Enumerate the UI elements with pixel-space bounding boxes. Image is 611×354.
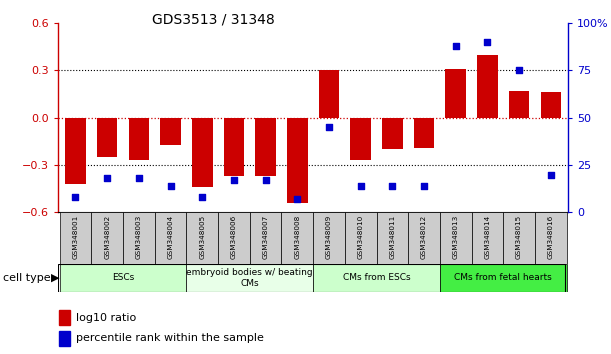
Bar bbox=[509, 91, 529, 118]
Bar bbox=[128, 118, 149, 160]
Text: GSM348003: GSM348003 bbox=[136, 215, 142, 259]
Text: cell type: cell type bbox=[3, 273, 51, 283]
Bar bbox=[440, 264, 566, 292]
Bar bbox=[218, 212, 250, 264]
Bar bbox=[445, 69, 466, 118]
Text: GSM348004: GSM348004 bbox=[167, 215, 174, 259]
Text: percentile rank within the sample: percentile rank within the sample bbox=[76, 333, 263, 343]
Text: GSM348007: GSM348007 bbox=[263, 215, 269, 259]
Text: GSM348001: GSM348001 bbox=[73, 215, 78, 259]
Bar bbox=[60, 264, 186, 292]
Text: GSM348013: GSM348013 bbox=[453, 215, 459, 259]
Text: GSM348010: GSM348010 bbox=[357, 215, 364, 259]
Text: log10 ratio: log10 ratio bbox=[76, 313, 136, 323]
Text: GSM348008: GSM348008 bbox=[295, 215, 300, 259]
Bar bbox=[408, 212, 440, 264]
Point bbox=[261, 177, 271, 183]
Bar bbox=[160, 118, 181, 144]
Text: GSM348012: GSM348012 bbox=[421, 215, 427, 259]
Point bbox=[229, 177, 239, 183]
Point bbox=[419, 183, 429, 189]
Bar bbox=[440, 212, 472, 264]
Bar bbox=[123, 212, 155, 264]
Bar bbox=[65, 118, 86, 184]
Text: ESCs: ESCs bbox=[112, 273, 134, 282]
Bar bbox=[376, 212, 408, 264]
Text: GSM348016: GSM348016 bbox=[548, 215, 554, 259]
Text: GSM348009: GSM348009 bbox=[326, 215, 332, 259]
Bar bbox=[477, 55, 498, 118]
Bar bbox=[345, 212, 376, 264]
Point bbox=[514, 68, 524, 73]
Bar bbox=[350, 118, 371, 160]
Bar bbox=[503, 212, 535, 264]
Bar bbox=[319, 70, 339, 118]
Text: GSM348002: GSM348002 bbox=[104, 215, 110, 259]
Text: CMs from fetal hearts: CMs from fetal hearts bbox=[455, 273, 552, 282]
Text: CMs from ESCs: CMs from ESCs bbox=[343, 273, 411, 282]
Bar bbox=[282, 212, 313, 264]
Point bbox=[293, 196, 302, 202]
Bar bbox=[97, 118, 117, 157]
Bar bbox=[255, 118, 276, 176]
Bar bbox=[414, 118, 434, 148]
Bar bbox=[186, 212, 218, 264]
Bar bbox=[155, 212, 186, 264]
Text: GSM348011: GSM348011 bbox=[389, 215, 395, 259]
Bar bbox=[186, 264, 313, 292]
Text: GSM348015: GSM348015 bbox=[516, 215, 522, 259]
Point bbox=[324, 124, 334, 130]
Bar bbox=[224, 118, 244, 176]
Point bbox=[102, 176, 112, 181]
Point bbox=[387, 183, 397, 189]
Text: GDS3513 / 31348: GDS3513 / 31348 bbox=[153, 12, 275, 27]
Bar bbox=[535, 212, 566, 264]
Bar bbox=[60, 212, 91, 264]
Text: embryoid bodies w/ beating
CMs: embryoid bodies w/ beating CMs bbox=[186, 268, 313, 287]
Bar bbox=[91, 212, 123, 264]
Bar bbox=[59, 331, 70, 346]
Bar bbox=[192, 118, 213, 187]
Bar bbox=[382, 118, 403, 149]
Text: GSM348014: GSM348014 bbox=[485, 215, 491, 259]
Point bbox=[356, 183, 365, 189]
Bar bbox=[313, 264, 440, 292]
Point bbox=[451, 43, 461, 48]
Point bbox=[134, 176, 144, 181]
Text: GSM348006: GSM348006 bbox=[231, 215, 237, 259]
Bar bbox=[472, 212, 503, 264]
Bar bbox=[541, 92, 561, 118]
Text: GSM348005: GSM348005 bbox=[199, 215, 205, 259]
Point bbox=[71, 194, 81, 200]
Bar bbox=[313, 212, 345, 264]
Bar bbox=[287, 118, 307, 203]
Point bbox=[166, 183, 175, 189]
Point bbox=[546, 172, 555, 177]
Point bbox=[483, 39, 492, 45]
Point bbox=[197, 194, 207, 200]
Text: ▶: ▶ bbox=[51, 273, 59, 283]
Bar bbox=[250, 212, 282, 264]
Bar bbox=[59, 310, 70, 325]
